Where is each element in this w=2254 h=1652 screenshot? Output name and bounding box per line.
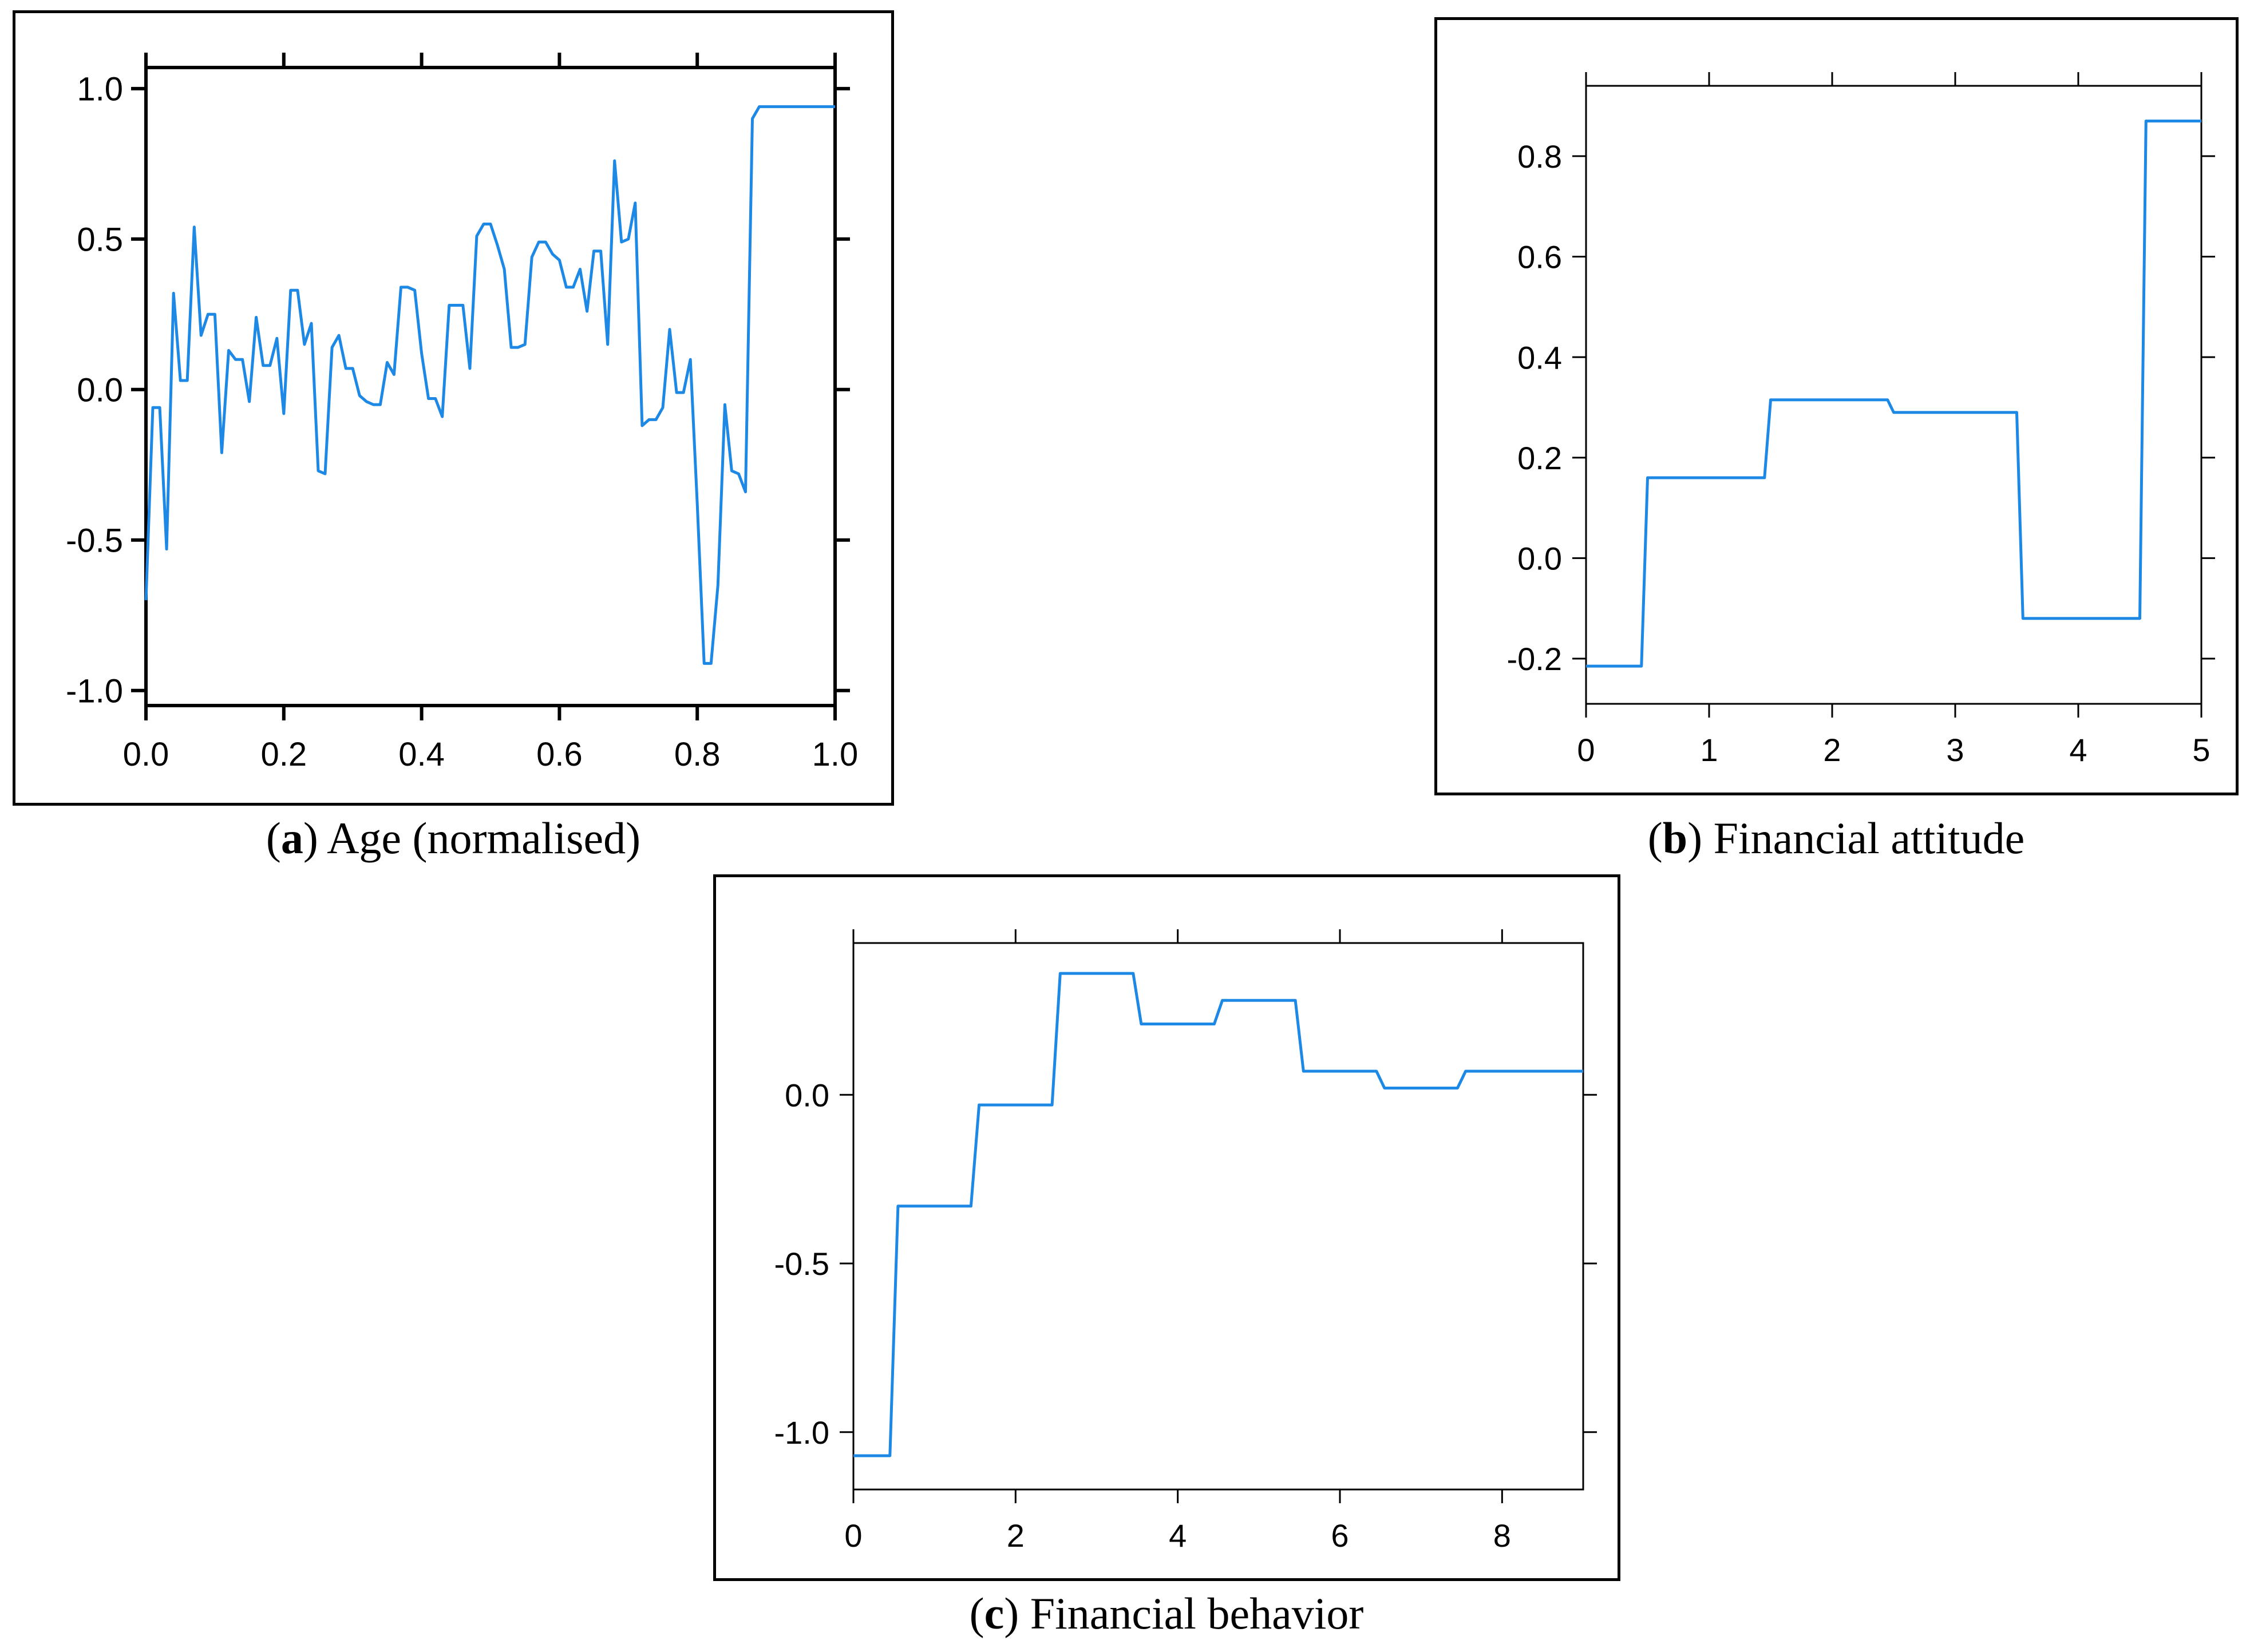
plot-frame <box>144 66 837 707</box>
caption-a: (a) Age (normalised) <box>266 813 641 863</box>
x-tick-label: 0 <box>1577 732 1595 768</box>
caption-c-text: Financial behavior <box>1030 1588 1364 1638</box>
y-tick-label: 0.0 <box>785 1077 829 1113</box>
y-tick-label: -0.2 <box>1507 641 1563 677</box>
caption-b-letter: b <box>1662 813 1688 863</box>
x-tick-label: 5 <box>2192 732 2210 768</box>
y-tick-label: 0.5 <box>77 221 123 259</box>
y-tick-label: 1.0 <box>77 71 123 108</box>
series-line <box>144 105 835 665</box>
y-tick-label: 0.0 <box>1517 541 1562 577</box>
x-tick-label: 0.8 <box>674 736 721 773</box>
caption-a-text: Age (normalised) <box>327 813 641 863</box>
x-tick-label: 3 <box>1946 732 1964 768</box>
y-tick-label: 0.8 <box>1517 138 1562 175</box>
chart-a-svg: 0.0 0.2 0.4 0.6 0.8 1.0 1.0 0.5 0.0 -0.5 -1.0 <box>66 53 859 773</box>
chart-panel-a: 0.0 0.2 0.4 0.6 0.8 1.0 1.0 0.5 0.0 -0.5 -1.0 <box>13 10 894 806</box>
y-tick-label: -1.0 <box>774 1415 830 1451</box>
caption-b: (b) Financial attitude <box>1647 813 2025 863</box>
x-tick-label: 1 <box>1700 732 1718 768</box>
x-tick-label: 0.4 <box>398 736 445 773</box>
x-tick-label: 0.2 <box>260 736 307 773</box>
y-tick-label: 0.2 <box>1517 440 1562 476</box>
x-tick-label: 0.0 <box>123 736 169 773</box>
caption-a-letter: a <box>280 813 303 863</box>
chart-panel-b: 0 1 2 3 4 5 0.8 0.6 0.4 0.2 0.0 -0.2 <box>1434 17 2239 795</box>
x-tick-label: 0 <box>844 1518 862 1554</box>
x-tick-label: 0.6 <box>536 736 583 773</box>
x-tick-label: 2 <box>1007 1518 1025 1554</box>
y-tick-label: 0.6 <box>1517 239 1562 275</box>
y-tick-label: -0.5 <box>774 1246 830 1282</box>
caption-c-letter: c <box>984 1588 1005 1638</box>
x-tick-label: 4 <box>2069 732 2087 768</box>
chart-panel-c: 0 2 4 6 8 0.0 -0.5 -1.0 <box>713 874 1620 1581</box>
series-line <box>853 972 1583 1457</box>
plot-frame <box>852 942 1584 1491</box>
caption-b-text: Financial attitude <box>1713 813 2025 863</box>
x-tick-label: 8 <box>1493 1518 1511 1554</box>
series-line <box>1586 120 2201 668</box>
x-tick-label: 1.0 <box>812 736 859 773</box>
caption-c: (c) Financial behavior <box>969 1588 1364 1638</box>
y-tick-label: -1.0 <box>66 673 123 710</box>
y-tick-label: 0.0 <box>77 372 123 409</box>
chart-c-svg: 0 2 4 6 8 0.0 -0.5 -1.0 <box>774 929 1597 1554</box>
plot-frame <box>1585 85 2202 705</box>
x-tick-label: 4 <box>1169 1518 1187 1554</box>
y-tick-label: 0.4 <box>1517 339 1562 375</box>
y-tick-label: -0.5 <box>66 522 123 560</box>
x-tick-label: 6 <box>1331 1518 1349 1554</box>
x-tick-label: 2 <box>1823 732 1841 768</box>
chart-b-svg: 0 1 2 3 4 5 0.8 0.6 0.4 0.2 0.0 -0.2 <box>1507 72 2215 768</box>
